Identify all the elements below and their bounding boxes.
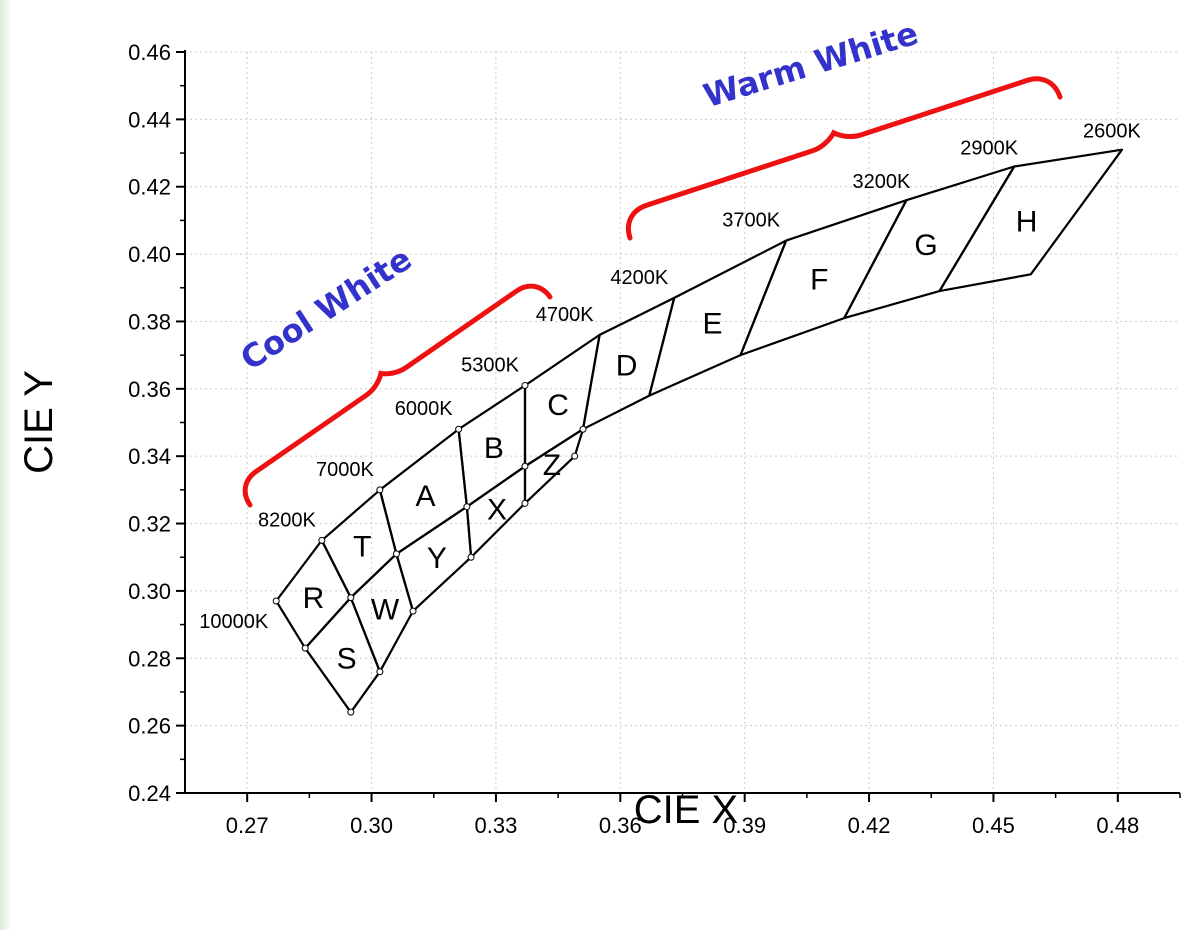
cct-label: 8200K [258, 509, 316, 531]
y-tick-label: 0.42 [128, 175, 171, 200]
vertex-point [272, 597, 280, 605]
bin-label: T [353, 530, 371, 563]
y-tick-label: 0.26 [128, 714, 171, 739]
y-tick-label: 0.46 [128, 40, 171, 65]
y-tick-label: 0.30 [128, 579, 171, 604]
cct-points [272, 381, 587, 716]
y-tick-label: 0.34 [128, 444, 171, 469]
vertex-point [571, 452, 579, 460]
page-edge-strip [0, 0, 12, 930]
bin-h [938, 148, 1124, 293]
y-tick-label: 0.36 [128, 377, 171, 402]
cct-label: 10000K [199, 611, 269, 633]
vertex-point [521, 499, 529, 507]
x-tick-label: 0.39 [723, 813, 766, 838]
bin-label: D [616, 349, 638, 382]
x-tick-label: 0.33 [475, 813, 518, 838]
warm-white-bracket [625, 76, 1063, 241]
x-tick-label: 0.45 [972, 813, 1015, 838]
bin-label: S [337, 642, 357, 675]
vertex-point [409, 607, 417, 615]
vertex-point [467, 553, 475, 561]
y-tick-label: 0.24 [128, 781, 171, 806]
x-tick-label: 0.42 [848, 813, 891, 838]
bin-label: B [484, 432, 504, 465]
y-tick-label: 0.32 [128, 512, 171, 537]
vertex-point [376, 668, 384, 676]
cct-label: 5300K [461, 354, 519, 376]
y-tick-label: 0.28 [128, 646, 171, 671]
cool-white-bracket [242, 283, 553, 508]
vertex-point [521, 381, 529, 389]
vertex-point [347, 594, 355, 602]
labels: RS TW AY BX CZ D E F G H 10000K 8200K 7000K 6000K 5300… [199, 121, 1141, 676]
vertex-point [579, 425, 587, 433]
cct-label: 2900K [960, 138, 1018, 160]
bin-label: R [303, 582, 325, 615]
vertex-point [392, 550, 400, 558]
cct-label: 4700K [536, 304, 594, 326]
axes: 0.27 0.30 0.33 0.36 0.39 0.42 0.45 0.48 0.24 0.26… [128, 40, 1181, 838]
bin-label: Z [543, 449, 561, 482]
cct-label: 6000K [395, 398, 453, 420]
vertex-point [521, 462, 529, 470]
cct-label: 3200K [852, 171, 910, 193]
bin-label: E [703, 307, 723, 340]
y-axis-title: CIE Y [17, 370, 61, 474]
x-tick-label: 0.48 [1096, 813, 1139, 838]
bin-label: H [1016, 205, 1038, 238]
vertex-point [347, 708, 355, 716]
bin-label: W [371, 594, 400, 627]
cct-label: 2600K [1083, 121, 1141, 143]
warm-white-label: Warm White [699, 14, 922, 115]
y-tick-label: 0.44 [128, 107, 171, 132]
x-tick-label: 0.36 [599, 813, 642, 838]
cct-label: 4200K [610, 267, 668, 289]
x-tick-label: 0.30 [350, 813, 393, 838]
vertex-point [463, 503, 471, 511]
vertex-point [301, 644, 309, 652]
bin-label: C [547, 389, 569, 422]
bin-label: F [810, 264, 828, 297]
bins [275, 148, 1124, 714]
x-tick-label: 0.27 [226, 813, 269, 838]
bin-label: Y [427, 542, 447, 575]
cct-label: 3700K [722, 210, 780, 232]
vertex-point [455, 425, 463, 433]
y-tick-label: 0.38 [128, 309, 171, 334]
bin-label: G [914, 229, 937, 262]
x-axis-title: CIE X [634, 788, 738, 832]
cool-white-label: Cool White [234, 240, 419, 378]
y-tick-label: 0.40 [128, 242, 171, 267]
bin-label: A [415, 480, 435, 513]
bin-label: X [487, 493, 507, 526]
cct-label: 7000K [316, 459, 374, 481]
vertex-point [318, 536, 326, 544]
brackets [242, 76, 1063, 508]
vertex-point [376, 486, 384, 494]
